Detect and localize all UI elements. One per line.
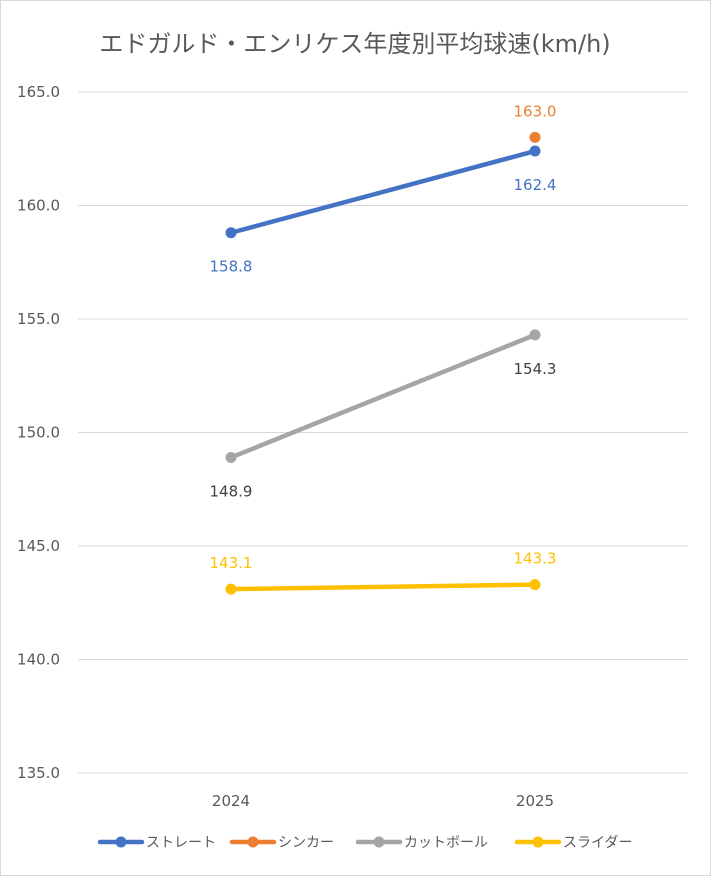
- y-tick-label: 145.0: [17, 537, 60, 555]
- legend-label: スライダー: [563, 835, 632, 851]
- data-point: [529, 329, 541, 341]
- data-point: [529, 579, 541, 591]
- legend-item: スライダー: [514, 835, 632, 851]
- data-point: [529, 145, 541, 157]
- x-tick-label: 2025: [516, 792, 554, 810]
- y-tick-label: 140.0: [17, 651, 60, 669]
- data-labels: 158.8 162.4 163.0 148.9 154.3 143.1 143.3: [210, 102, 557, 572]
- legend-swatch-marker: [115, 836, 127, 848]
- y-axis: 135.0 140.0 145.0 150.0 155.0 160.0 165.0: [17, 83, 60, 782]
- legend-item: ストレート: [97, 835, 216, 851]
- legend-label: カットボール: [404, 835, 488, 851]
- data-label: 163.0: [514, 102, 557, 120]
- legend-item: カットボール: [355, 835, 488, 851]
- legend-swatch-marker: [247, 836, 259, 848]
- gridlines: [78, 91, 688, 774]
- legend-swatch-marker: [532, 836, 544, 848]
- chart-title: エドガルド・エンリケス年度別平均球速(km/h): [99, 30, 610, 58]
- data-label: 143.1: [210, 554, 253, 572]
- series-line: [228, 582, 538, 592]
- series-group: [225, 131, 541, 595]
- data-label: 143.3: [514, 550, 557, 568]
- y-tick-label: 135.0: [17, 764, 60, 782]
- y-tick-label: 165.0: [17, 83, 60, 101]
- x-tick-label: 2024: [212, 792, 250, 810]
- data-point: [529, 131, 541, 143]
- y-tick-label: 150.0: [17, 424, 60, 442]
- legend: ストレート シンカー カットボール スライダー: [97, 835, 632, 851]
- y-tick-label: 155.0: [17, 310, 60, 328]
- legend-item: シンカー: [229, 835, 334, 851]
- data-label: 154.3: [514, 360, 557, 378]
- data-point: [225, 583, 237, 595]
- data-point: [225, 451, 237, 463]
- series-line: [228, 332, 538, 460]
- legend-label: ストレート: [146, 835, 216, 851]
- data-label: 158.8: [210, 258, 253, 276]
- y-tick-label: 160.0: [17, 197, 60, 215]
- series-line: [228, 148, 538, 235]
- legend-swatch-marker: [373, 836, 385, 848]
- data-point: [225, 227, 237, 239]
- data-label: 148.9: [210, 482, 253, 500]
- legend-label: シンカー: [278, 835, 334, 851]
- data-label: 162.4: [514, 176, 557, 194]
- x-axis: 2024 2025: [212, 792, 554, 810]
